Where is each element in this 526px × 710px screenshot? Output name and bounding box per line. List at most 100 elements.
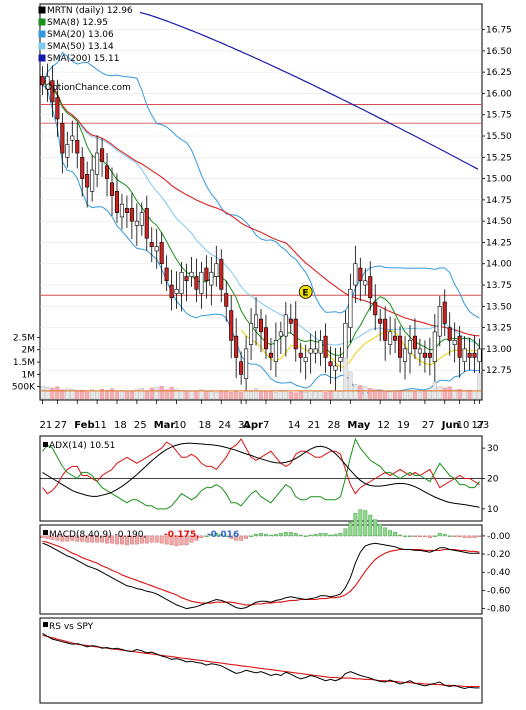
volume-bar — [204, 390, 209, 400]
candle-body — [462, 348, 467, 362]
volume-bar — [373, 389, 378, 400]
date-tick-label: 14 — [288, 420, 301, 431]
volume-bar — [353, 384, 358, 400]
candle-body — [447, 327, 452, 341]
candle-body — [368, 276, 373, 299]
candle-body — [348, 288, 353, 328]
volume-bar — [288, 391, 293, 400]
macd-histogram-bar — [457, 535, 462, 538]
macd-histogram-bar — [149, 535, 154, 543]
macd-histogram-bar — [393, 532, 398, 537]
bollinger-lower-line — [42, 84, 480, 395]
price-tick-label: 13.25 — [486, 324, 512, 334]
volume-tick-label: 1.5M — [13, 358, 35, 368]
adx-panel: 30 20 10 ADX(14) 10.51 — [40, 437, 499, 515]
date-tick-label: 21 — [39, 420, 52, 431]
candle-body — [105, 165, 110, 179]
macd-histogram-bar — [323, 532, 328, 537]
macd-histogram-bar — [129, 535, 134, 545]
candle-body — [204, 267, 209, 282]
candle-body — [407, 340, 413, 354]
candle-body — [472, 352, 477, 358]
macd-histogram-bar — [343, 528, 348, 537]
volume-bar — [95, 390, 100, 400]
macd-histogram-bar — [90, 535, 95, 543]
volume-bar — [104, 390, 110, 400]
macd-histogram-bar — [244, 535, 249, 539]
volume-bar — [348, 371, 353, 400]
volume-bar — [60, 389, 65, 400]
macd-histogram-bar — [234, 535, 239, 541]
macd-histogram-bar — [328, 534, 333, 537]
candle-body — [298, 352, 303, 358]
macd-tick-label: -0.80 — [487, 605, 511, 615]
macd-histogram-bar — [124, 535, 129, 546]
macd-tick-label: -0.20 — [487, 550, 511, 560]
volume-bar — [358, 385, 363, 400]
volume-bar — [214, 391, 219, 400]
volume-bar — [268, 391, 274, 400]
macd-histogram-bar — [80, 535, 85, 542]
candle-body — [229, 310, 234, 341]
volume-bar — [139, 388, 144, 400]
volume-tick-label: 2.5M — [13, 333, 35, 343]
candle-body — [467, 352, 472, 358]
volume-bar — [407, 390, 413, 400]
candle-body — [303, 357, 308, 362]
price-tick-label: 16.25 — [486, 68, 512, 78]
volume-bar — [472, 390, 477, 400]
volume-bar — [477, 372, 482, 400]
candle-body — [378, 318, 383, 324]
envelope-line — [240, 329, 480, 368]
macd-histogram-bar — [278, 532, 283, 537]
candle-body — [179, 271, 184, 294]
volume-bar — [452, 389, 457, 400]
macd-histogram-bar — [159, 535, 164, 544]
date-tick-label: 23 — [477, 420, 490, 431]
candle-body — [114, 191, 120, 213]
candle-body — [95, 152, 100, 175]
macd-histogram-bar — [70, 535, 75, 541]
macd-histogram-bar — [184, 535, 189, 546]
candle-body — [100, 148, 105, 162]
candle-body — [144, 208, 149, 239]
macd-histogram-bar — [422, 535, 427, 538]
macd-histogram-bar — [268, 534, 273, 537]
candle-body — [199, 271, 204, 294]
price-tick-label: 14.75 — [486, 196, 512, 206]
macd-histogram-bar — [65, 535, 70, 542]
candle-body — [422, 352, 427, 358]
date-tick-label: 10 — [174, 420, 187, 431]
macd-histogram-value: -0.016 — [207, 530, 239, 540]
legend-swatch — [38, 18, 46, 26]
macd-histogram-bar — [75, 535, 80, 542]
price-tick-label: 15.00 — [486, 175, 512, 185]
candle-body — [239, 361, 244, 375]
macd-histogram-bar — [85, 535, 90, 543]
macd-histogram-bar — [55, 535, 60, 541]
watermark-label: OptionChance.com — [45, 83, 131, 93]
macd-histogram-bar — [105, 535, 109, 544]
candle-body — [184, 276, 189, 282]
volume-bar — [368, 388, 373, 400]
candle-body — [75, 139, 80, 154]
macd-histogram-bar — [432, 535, 437, 537]
macd-title: MACD(8,40,9) -0.190, — [49, 530, 146, 540]
volume-bar — [323, 392, 328, 400]
macd-histogram-bar — [353, 512, 358, 537]
candle-body — [402, 348, 408, 362]
macd-histogram-bar — [348, 522, 353, 537]
macd-histogram-bar — [303, 535, 308, 537]
volume-bar — [303, 391, 308, 400]
macd-legend-swatch — [43, 530, 48, 535]
macd-histogram-bar — [388, 530, 393, 537]
macd-histogram-bar — [144, 535, 149, 544]
macd-histogram-bar — [120, 535, 124, 545]
volume-bar — [343, 358, 348, 400]
macd-histogram-bar — [199, 535, 204, 538]
date-tick-label: May — [347, 420, 370, 431]
macd-histogram-bar — [264, 533, 268, 537]
candle-body — [253, 314, 259, 328]
volume-bar — [244, 390, 249, 400]
macd-histogram-bar — [60, 535, 65, 542]
